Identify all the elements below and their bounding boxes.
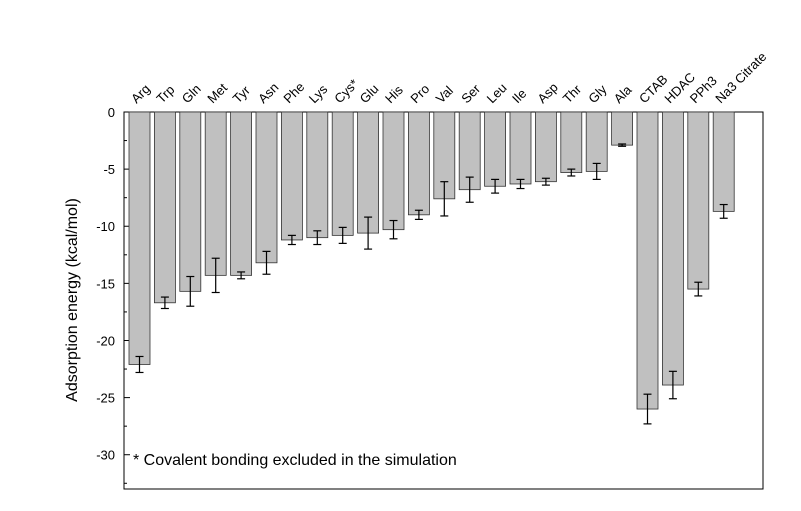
error-bars (135, 143, 728, 425)
category-label: Lys (306, 81, 331, 106)
y-tick-label: -10 (96, 219, 115, 234)
category-label: Gln (179, 81, 204, 106)
bar (560, 111, 583, 173)
category-label: Gly (585, 81, 610, 106)
bar (585, 111, 608, 172)
bar (153, 111, 176, 304)
category-label: Tyr (230, 82, 254, 106)
category-label: Phe (280, 79, 307, 106)
y-tick-label: -15 (96, 276, 115, 291)
bar (382, 111, 405, 231)
bars (128, 111, 735, 410)
category-label: Thr (560, 81, 585, 106)
category-label: Leu (484, 80, 510, 106)
category-label: Ser (458, 81, 483, 106)
category-label: His (382, 82, 406, 106)
y-tick-label: -20 (96, 333, 115, 348)
y-tick-label: 0 (108, 105, 115, 120)
bar (230, 111, 253, 276)
category-label: Pro (407, 81, 432, 106)
bar (179, 111, 202, 292)
category-label: Na3 Citrate (712, 49, 769, 106)
category-label: Met (204, 80, 230, 106)
category-label: Asn (255, 80, 281, 106)
annotation-note: * Covalent bonding excluded in the simul… (133, 452, 457, 469)
bar (204, 111, 227, 276)
y-axis-title: Adsorption energy (kcal/mol) (64, 198, 81, 402)
bar (484, 111, 507, 187)
y-tick-label: -5 (103, 162, 115, 177)
category-label: Cys* (331, 76, 361, 106)
category-label: Trp (153, 82, 177, 106)
bar (611, 111, 633, 146)
bar (407, 111, 430, 216)
category-label: Val (433, 83, 456, 106)
bar (509, 111, 532, 185)
category-label: Ile (509, 86, 529, 106)
bar (535, 111, 557, 183)
bar (331, 111, 354, 236)
bar (255, 111, 278, 264)
y-tick-label: -25 (96, 391, 115, 406)
category-label: Glu (357, 81, 382, 106)
bar (357, 111, 380, 234)
bar (687, 111, 710, 290)
bar (280, 111, 303, 241)
y-tick-label: -30 (96, 448, 115, 463)
bar (636, 111, 659, 410)
bar (306, 111, 329, 239)
category-label: Arg (128, 81, 153, 106)
bar (128, 111, 151, 365)
bar (662, 111, 684, 386)
y-axis: 0 -5 -10 -15 -20 -25 -30 (96, 105, 130, 484)
category-label: CTAB (636, 72, 670, 106)
category-label: Ala (611, 82, 635, 106)
category-label: Asp (534, 80, 560, 106)
bar (712, 111, 735, 212)
